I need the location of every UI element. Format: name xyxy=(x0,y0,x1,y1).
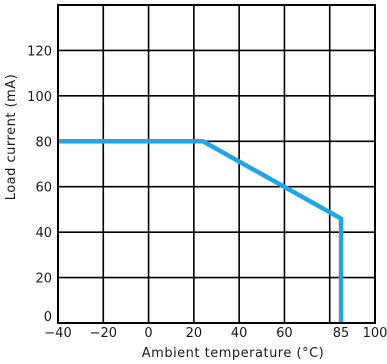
x-tick-label: −40 xyxy=(44,326,71,341)
x-tick-label: 100 xyxy=(363,326,387,341)
plot-frame xyxy=(57,4,376,324)
y-tick-label: 80 xyxy=(35,135,52,150)
y-tick-label: 60 xyxy=(35,181,52,196)
y-tick-label: 120 xyxy=(27,44,52,59)
y-axis-label: Load current (mA) xyxy=(4,74,19,201)
tick-labels: −40 −20 0 20 40 60 85 100 0 20 40 60 80 100 120 xyxy=(27,44,387,341)
y-tick-label: 100 xyxy=(27,90,52,105)
series-group xyxy=(58,139,344,323)
x-axis-label: Ambient temperature (°C) xyxy=(142,346,324,361)
x-tick-label: 0 xyxy=(144,326,152,341)
series-line-0 xyxy=(58,139,344,323)
x-tick-label: −20 xyxy=(90,326,117,341)
y-tick-label: 0 xyxy=(44,310,52,325)
x-tick-label: 20 xyxy=(186,326,203,341)
x-tick-label: 40 xyxy=(231,326,248,341)
x-tick-label: 60 xyxy=(276,326,293,341)
x-tick-label: 85 xyxy=(333,326,350,341)
grid xyxy=(58,5,375,323)
y-tick-label: 40 xyxy=(35,226,52,241)
y-tick-label: 20 xyxy=(35,272,52,287)
